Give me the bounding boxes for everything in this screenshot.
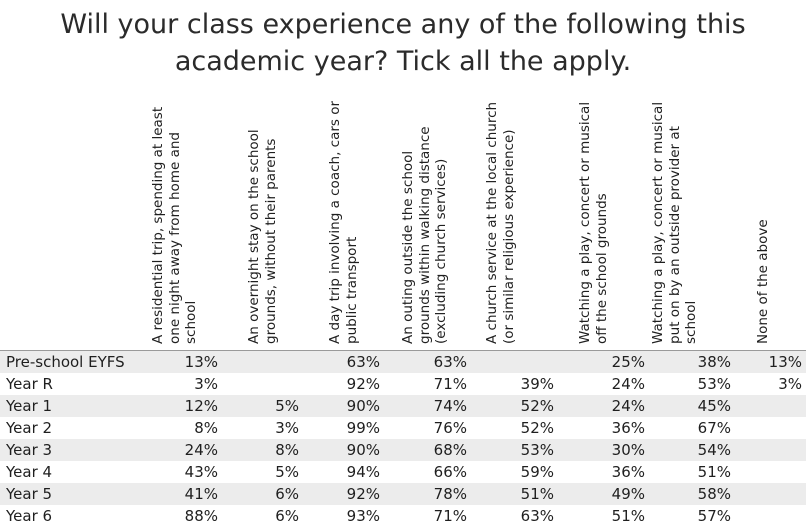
table-cell: 53% xyxy=(471,439,558,461)
row-label: Year 2 xyxy=(6,419,53,437)
row-label: Pre-school EYFS xyxy=(0,351,140,373)
table-cell xyxy=(735,505,806,527)
table-cell: 63% xyxy=(520,507,554,525)
table-cell: 76% xyxy=(433,419,467,437)
table-cell: 63% xyxy=(303,351,384,373)
table-cell: 38% xyxy=(649,351,735,373)
table-cell: 59% xyxy=(520,463,554,481)
row-label: Year 3 xyxy=(0,439,140,461)
table-cell: 41% xyxy=(140,483,222,505)
table-cell: 39% xyxy=(520,375,554,393)
table-cell: 67% xyxy=(697,419,731,437)
table-cell: 8% xyxy=(222,439,303,461)
table-cell: 45% xyxy=(649,395,735,417)
table-cell: 12% xyxy=(140,395,222,417)
table-row: Year 2 8% 3% 99% 76% 52% 36% 67% xyxy=(0,417,806,439)
table-row: Year R 3% 92% 71% 39% 24% 53% 3% xyxy=(0,373,806,395)
table-cell: 13% xyxy=(735,351,806,373)
table-row: Year 4 43% 5% 94% 66% 59% 36% 51% xyxy=(0,461,806,483)
column-header-residential-trip: A residential trip, spending at least on… xyxy=(150,106,199,344)
table-cell: 6% xyxy=(275,507,299,525)
table-cell: 51% xyxy=(611,507,645,525)
table-cell: 24% xyxy=(558,395,649,417)
table-row: Year 5 41% 6% 92% 78% 51% 49% 58% xyxy=(0,483,806,505)
table-cell: 3% xyxy=(275,419,299,437)
table-cell: 13% xyxy=(140,351,222,373)
table-cell: 5% xyxy=(275,463,299,481)
table-cell: 25% xyxy=(558,351,649,373)
table-cell: 57% xyxy=(697,507,731,525)
table-row: Pre-school EYFS 13% 63% 63% 25% 38% 13% xyxy=(0,351,806,373)
table-cell: 6% xyxy=(222,483,303,505)
table-cell: 24% xyxy=(611,375,645,393)
table-cell: 24% xyxy=(140,439,222,461)
column-header-local-outing: An outing outside the school grounds wit… xyxy=(400,126,449,344)
column-header-day-trip: A day trip involving a coach, cars or pu… xyxy=(327,100,360,344)
table-cell: 8% xyxy=(194,419,218,437)
row-label: Year R xyxy=(6,375,53,393)
table-cell xyxy=(222,351,303,373)
table-cell xyxy=(735,461,806,483)
column-header-none: None of the above xyxy=(755,219,771,344)
table-cell: 74% xyxy=(384,395,471,417)
table-cell: 53% xyxy=(697,375,731,393)
column-header-play-at-school: Watching a play, concert or musical put … xyxy=(650,101,699,344)
table-cell: 68% xyxy=(384,439,471,461)
row-label: Year 1 xyxy=(0,395,140,417)
table-row: Year 1 12% 5% 90% 74% 52% 24% 45% xyxy=(0,395,806,417)
table-row: Year 3 24% 8% 90% 68% 53% 30% 54% xyxy=(0,439,806,461)
table-cell: 3% xyxy=(778,375,802,393)
table-cell xyxy=(222,373,303,395)
header-divider xyxy=(0,350,806,351)
table-cell: 5% xyxy=(222,395,303,417)
table-cell: 30% xyxy=(558,439,649,461)
table-cell xyxy=(735,395,806,417)
table-cell: 78% xyxy=(384,483,471,505)
table-cell: 71% xyxy=(433,375,467,393)
table-cell xyxy=(735,417,806,439)
table-cell: 52% xyxy=(520,419,554,437)
table-cell: 36% xyxy=(611,463,645,481)
table-cell: 58% xyxy=(649,483,735,505)
table-cell: 92% xyxy=(303,483,384,505)
table-cell: 63% xyxy=(384,351,471,373)
column-header-play-off-grounds: Watching a play, concert or musical off … xyxy=(577,101,610,344)
table-cell: 88% xyxy=(184,507,218,525)
column-header-overnight-stay: An overnight stay on the school grounds,… xyxy=(246,129,279,344)
table-cell: 51% xyxy=(471,483,558,505)
table-cell: 36% xyxy=(611,419,645,437)
table-cell: 3% xyxy=(194,375,218,393)
table-cell: 49% xyxy=(558,483,649,505)
table-row: Year 6 88% 6% 93% 71% 63% 51% 57% xyxy=(0,505,806,527)
table-cell: 43% xyxy=(184,463,218,481)
chart-title: Will your class experience any of the fo… xyxy=(60,9,746,77)
table-cell: 99% xyxy=(346,419,380,437)
row-label: Year 6 xyxy=(6,507,53,525)
row-label: Year 5 xyxy=(0,483,140,505)
column-header-church-service: A church service at the local church (or… xyxy=(484,101,517,344)
table-cell xyxy=(735,483,806,505)
table-cell: 51% xyxy=(697,463,731,481)
table-cell: 94% xyxy=(346,463,380,481)
table-cell xyxy=(471,351,558,373)
table-cell xyxy=(735,439,806,461)
table-cell: 71% xyxy=(433,507,467,525)
table-cell: 90% xyxy=(303,395,384,417)
table-cell: 92% xyxy=(346,375,380,393)
table-cell: 90% xyxy=(303,439,384,461)
row-label: Year 4 xyxy=(6,463,53,481)
table-cell: 66% xyxy=(433,463,467,481)
table-cell: 52% xyxy=(471,395,558,417)
table-cell: 54% xyxy=(649,439,735,461)
table-cell: 93% xyxy=(346,507,380,525)
